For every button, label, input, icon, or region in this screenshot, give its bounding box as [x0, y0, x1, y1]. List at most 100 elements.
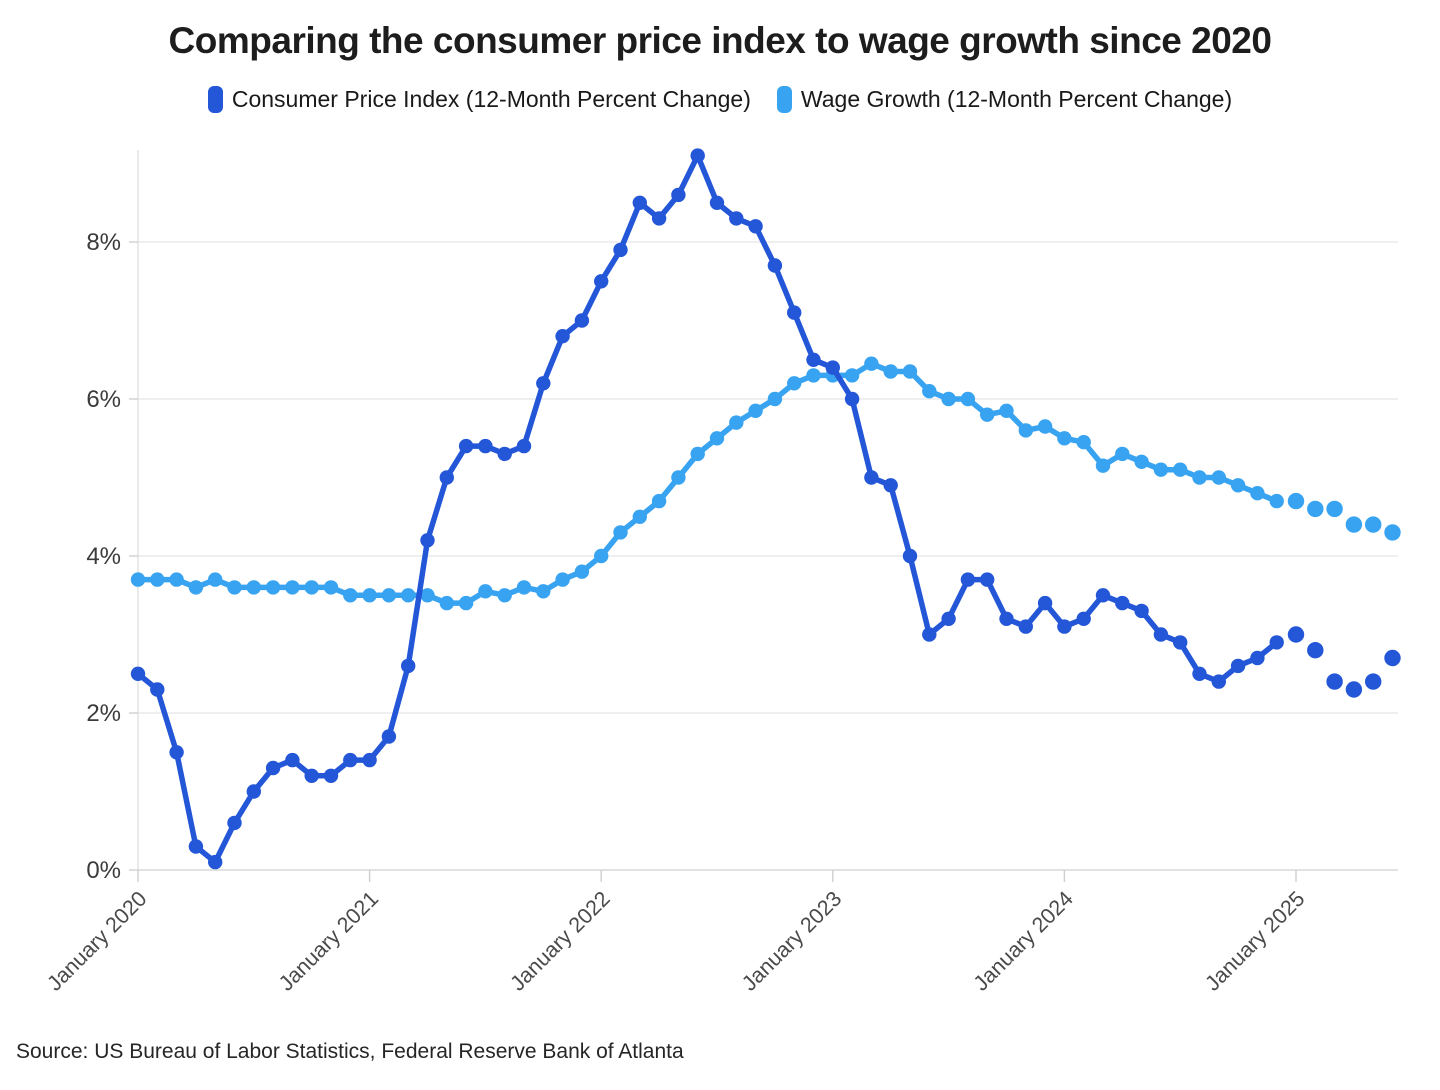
- y-tick-label: 8%: [86, 229, 121, 256]
- series-wage-point: [1037, 419, 1053, 434]
- series-wage-point: [690, 446, 705, 462]
- series-cpi-point: [980, 572, 995, 587]
- series-wage-point: [864, 356, 879, 371]
- series-wage-dot: [1287, 492, 1305, 510]
- series-wage-point: [285, 580, 300, 595]
- series-cpi-point: [516, 438, 532, 454]
- series-cpi-point: [1173, 635, 1188, 650]
- series-wage-point: [613, 525, 628, 540]
- series-wage-point: [999, 403, 1014, 418]
- series-wage-point: [922, 384, 937, 399]
- legend-item-cpi: Consumer Price Index (12-Month Percent C…: [207, 86, 751, 113]
- series-cpi-point: [478, 438, 493, 454]
- series-cpi-point: [922, 627, 937, 642]
- series-cpi-point: [246, 784, 261, 799]
- series-cpi-point: [1230, 658, 1246, 674]
- series-wage-point: [265, 580, 281, 595]
- x-tick-label: January 2022: [506, 887, 615, 996]
- series-wage-point: [883, 364, 898, 379]
- series-cpi-point: [729, 211, 744, 226]
- y-tick-label: 6%: [86, 386, 121, 413]
- series-cpi-point: [787, 305, 802, 320]
- series-wage-dot: [1307, 500, 1324, 518]
- series-wage-point: [1076, 435, 1091, 450]
- series-cpi-point: [574, 313, 590, 328]
- series-wage-point: [1250, 486, 1265, 501]
- series-cpi-dot: [1287, 626, 1305, 643]
- series-wage-point: [304, 580, 319, 595]
- series-wage-point: [709, 431, 725, 446]
- series-cpi-point: [632, 195, 647, 210]
- x-tick-label: January 2025: [1200, 887, 1309, 996]
- series-wage-point: [516, 580, 532, 595]
- y-axis-labels: 0% 2% 4% 6% 8%: [86, 229, 138, 884]
- series-cpi-point: [1269, 635, 1284, 650]
- series-cpi-point: [748, 219, 763, 234]
- series-cpi-point: [1037, 595, 1053, 611]
- series-cpi-point: [1192, 666, 1207, 681]
- chart-canvas: 0%2%4%6%8%January 2020 January 2021 Januar…: [42, 148, 1401, 996]
- series-cpi-line: [135, 152, 1280, 865]
- series-cpi-point: [1095, 588, 1111, 603]
- source-note: Source: US Bureau of Labor Statistics, F…: [16, 1040, 684, 1063]
- series-cpi-point: [1153, 627, 1169, 642]
- series-cpi-point: [208, 854, 223, 870]
- series-cpi-point: [825, 360, 840, 375]
- series-cpi-point: [401, 658, 416, 674]
- series-cpi-dot: [1365, 673, 1382, 690]
- series-wage-point: [188, 580, 204, 595]
- series-cpi-point: [536, 376, 551, 391]
- series-wage-point: [767, 391, 783, 407]
- x-tick-label: January 2020: [42, 887, 151, 996]
- series-cpi-point: [1076, 611, 1091, 626]
- series-wage-point: [1173, 462, 1188, 477]
- series-wage-point: [729, 415, 744, 430]
- series-wage-point: [594, 548, 609, 564]
- series-wage-point: [169, 572, 184, 587]
- series-wage-point: [1153, 462, 1169, 477]
- series-cpi-point: [555, 329, 570, 344]
- series-cpi-point: [265, 760, 281, 776]
- legend: Consumer Price Index (12-Month Percent C…: [0, 86, 1440, 113]
- series-wage-point: [902, 364, 918, 379]
- series-cpi-point: [767, 258, 783, 273]
- series-cpi-point: [864, 470, 879, 485]
- series-wage-point: [806, 368, 821, 383]
- x-tick-label: January 2024: [969, 887, 1078, 996]
- y-tick-label: 4%: [86, 543, 121, 570]
- legend-label-cpi: Consumer Price Index (12-Month Percent C…: [231, 86, 751, 112]
- series-cpi-dot: [1326, 673, 1343, 690]
- series-wage-point: [1192, 470, 1207, 485]
- series-wage-point: [227, 580, 242, 595]
- series-wage-point: [420, 588, 435, 603]
- series-cpi-point: [188, 839, 204, 854]
- y-tick-label: 2%: [86, 700, 121, 727]
- series-wage-point: [458, 595, 474, 611]
- x-tick-label: January 2021: [274, 887, 383, 996]
- series-cpi-point: [169, 745, 184, 760]
- y-tick-label: 0%: [86, 857, 121, 884]
- page-title: Comparing the consumer price index to wa…: [168, 20, 1272, 61]
- series-wage-dot: [1384, 524, 1401, 541]
- series-wage-point: [1057, 431, 1072, 446]
- series-wage-point: [497, 588, 512, 603]
- series-wage-point: [555, 572, 570, 587]
- gridlines: [138, 241, 1398, 871]
- x-axis-labels: January 2020 January 2021 January 2022 Janu…: [42, 870, 1310, 996]
- series-cpi-point: [227, 815, 242, 831]
- series-wage-point: [130, 572, 146, 587]
- series-cpi-point: [651, 211, 667, 226]
- series-wage-point: [439, 595, 454, 611]
- series-wage-point: [651, 493, 667, 509]
- series-cpi-point: [999, 611, 1014, 626]
- series-cpi-point: [150, 682, 165, 697]
- series-wage-point: [748, 403, 763, 418]
- series-wage-point: [1018, 423, 1033, 438]
- series-wage-point: [343, 588, 358, 603]
- series-cpi-point: [439, 470, 454, 485]
- series-cpi-point: [883, 478, 898, 493]
- series-wage-point: [960, 391, 976, 407]
- series-cpi-point: [458, 438, 474, 454]
- series-wage-point: [246, 580, 261, 595]
- series-wage-point: [362, 588, 377, 603]
